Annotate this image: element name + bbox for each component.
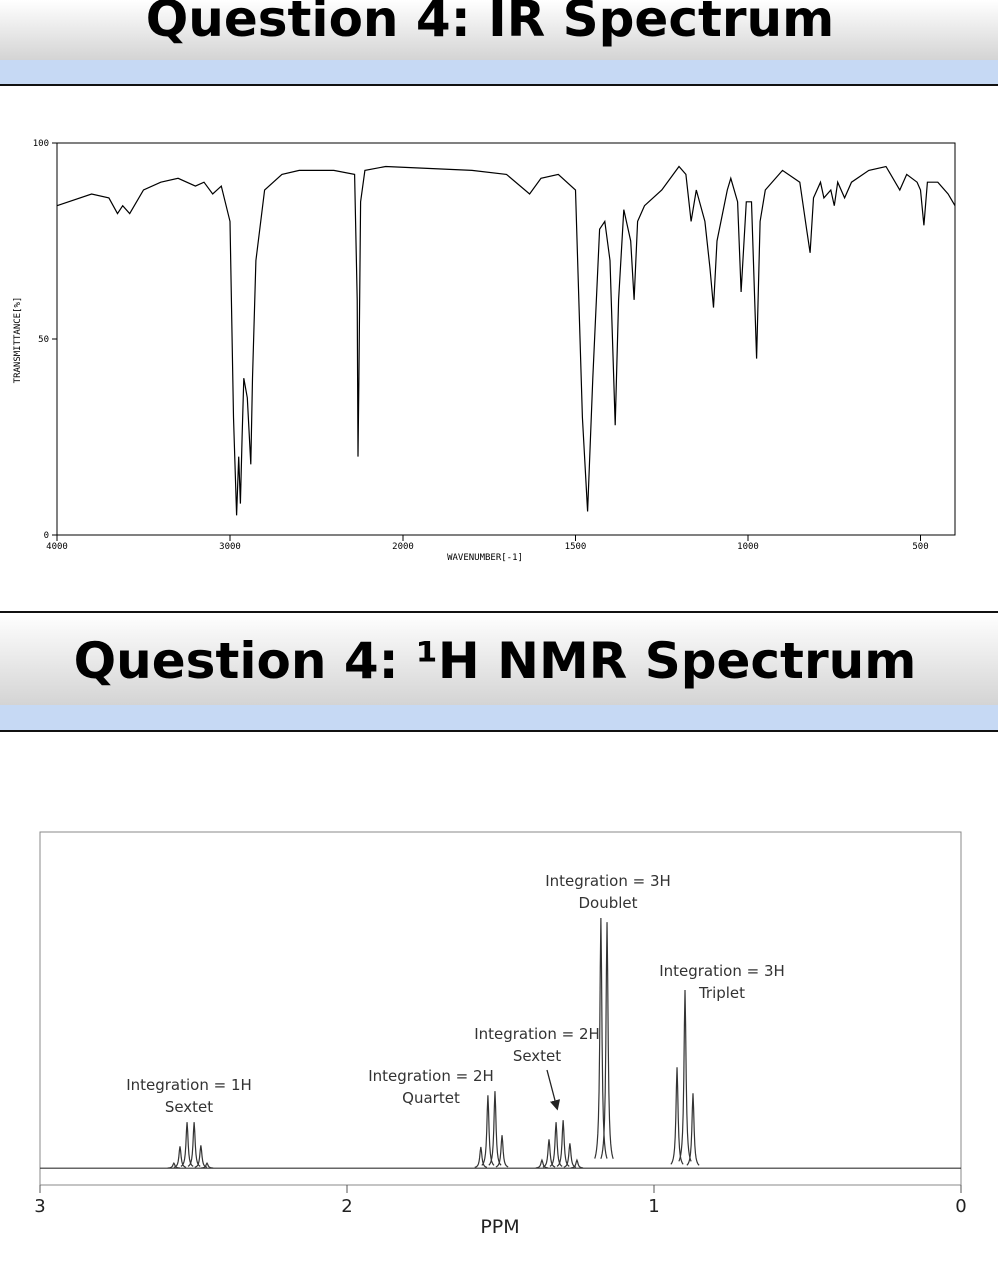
nmr-peak bbox=[686, 1093, 700, 1166]
nmr-peak bbox=[167, 1161, 181, 1169]
annotation: Quartet bbox=[402, 1089, 460, 1107]
annotation: Integration = 2H bbox=[474, 1025, 600, 1043]
y-tick-label: 0 bbox=[44, 531, 49, 541]
nmr-frame bbox=[39, 831, 962, 1186]
annotation: Integration = 3H bbox=[545, 872, 671, 890]
nmr-peak bbox=[670, 1067, 684, 1165]
annotation: Integration = 3H bbox=[659, 962, 785, 980]
nmr-peak bbox=[570, 1158, 584, 1169]
x-axis-label: PPM bbox=[480, 1216, 519, 1238]
header-rule bbox=[0, 730, 998, 732]
nmr-peak bbox=[200, 1161, 214, 1169]
nmr-peak bbox=[173, 1146, 187, 1168]
annotation: Integration = 2H bbox=[368, 1067, 494, 1085]
x-tick-label: 4000 bbox=[46, 542, 68, 552]
annotation: Triplet bbox=[698, 984, 745, 1002]
ir-frame bbox=[56, 142, 956, 536]
slide-title: Question 4: IR Spectrum bbox=[146, 0, 834, 48]
x-tick-label: 500 bbox=[912, 542, 928, 552]
x-tick-label: 2 bbox=[341, 1196, 352, 1217]
header-rule bbox=[0, 84, 998, 86]
ir-trace bbox=[56, 165, 956, 516]
y-tick-label: 50 bbox=[38, 335, 49, 345]
annotation: Integration = 1H bbox=[126, 1076, 252, 1094]
annotation: Doublet bbox=[578, 894, 637, 912]
nmr-peak bbox=[535, 1158, 549, 1169]
header-rule bbox=[0, 611, 998, 613]
nmr-peak bbox=[495, 1135, 509, 1168]
annotation-arrow bbox=[546, 1069, 561, 1111]
header-band bbox=[0, 613, 998, 705]
x-tick-label: 2000 bbox=[392, 542, 414, 552]
y-tick-label: 100 bbox=[33, 139, 49, 149]
x-tick-label: 3 bbox=[34, 1196, 45, 1217]
x-axis-label: WAVENUMBER[-1] bbox=[447, 553, 523, 563]
nmr-peak bbox=[678, 989, 692, 1162]
nmr-peak bbox=[594, 918, 608, 1159]
header-band bbox=[0, 0, 998, 60]
nmr-peak bbox=[180, 1122, 194, 1167]
x-tick-label: 3000 bbox=[219, 542, 241, 552]
nmr-peak bbox=[549, 1122, 563, 1167]
header-stripe bbox=[0, 60, 998, 84]
annotation: Sextet bbox=[165, 1098, 213, 1116]
x-tick-label: 0 bbox=[955, 1196, 966, 1217]
nmr-peak bbox=[474, 1146, 488, 1168]
y-axis-label: TRANSMITTANCE[%] bbox=[13, 297, 23, 384]
slide-title: Question 4: ¹H NMR Spectrum bbox=[74, 632, 917, 690]
x-tick-label: 1500 bbox=[565, 542, 587, 552]
x-tick-label: 1000 bbox=[737, 542, 759, 552]
x-tick-label: 1 bbox=[648, 1196, 659, 1217]
nmr-peak bbox=[542, 1139, 556, 1168]
annotation: Sextet bbox=[513, 1047, 561, 1065]
header-stripe bbox=[0, 705, 998, 730]
nmr-peak bbox=[563, 1143, 577, 1168]
nmr-peak bbox=[600, 922, 614, 1159]
nmr-peak bbox=[481, 1095, 495, 1166]
